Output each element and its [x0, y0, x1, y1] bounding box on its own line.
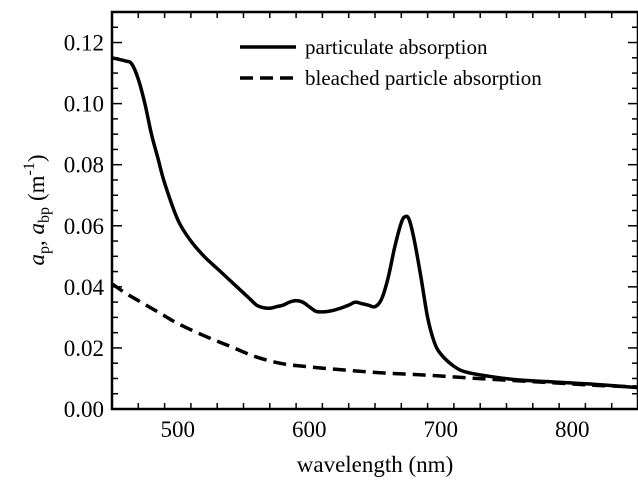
- y-label-unit-close: ): [24, 154, 49, 162]
- series-layer: [110, 56, 638, 390]
- series-line-bleached: [110, 282, 638, 389]
- y-tick-label: 0.10: [64, 92, 104, 117]
- y-label-sub-bp: bp: [36, 207, 53, 223]
- x-tick-label: 700: [424, 417, 459, 442]
- y-label-comma: ,: [24, 235, 49, 247]
- x-tick-label: 600: [292, 417, 327, 442]
- y-tick-label: 0.06: [64, 214, 104, 239]
- series-line-particulate: [111, 56, 638, 390]
- y-tick-label: 0.02: [64, 336, 104, 361]
- x-tick-label: 500: [161, 417, 196, 442]
- y-tick-label: 0.12: [64, 31, 104, 56]
- y-axis-label: ap, abp(m-1): [21, 154, 53, 265]
- y-label-a2: a: [24, 223, 49, 235]
- legend-label-bleached: bleached particle absorption: [305, 66, 542, 90]
- y-label-unit-exp: -1: [21, 162, 38, 175]
- x-axis-label: wavelength (nm): [297, 452, 453, 477]
- y-tick-label: 0.00: [64, 397, 104, 422]
- tick-labels-layer: 500 600 700 800 0.00 0.02 0.04 0.06 0.08 0.10 0.12: [64, 31, 590, 442]
- plot-frame: [110, 10, 638, 411]
- y-label-sub-p: p: [36, 246, 53, 254]
- x-tick-label: 800: [555, 417, 590, 442]
- legend-label-particulate: particulate absorption: [305, 35, 488, 59]
- legend: particulate absorption bleached particle…: [240, 35, 542, 90]
- y-label-a1: a: [24, 254, 49, 266]
- y-tick-label: 0.04: [64, 275, 105, 300]
- y-label-unit-open: (m: [24, 175, 49, 201]
- y-tick-label: 0.08: [64, 153, 104, 178]
